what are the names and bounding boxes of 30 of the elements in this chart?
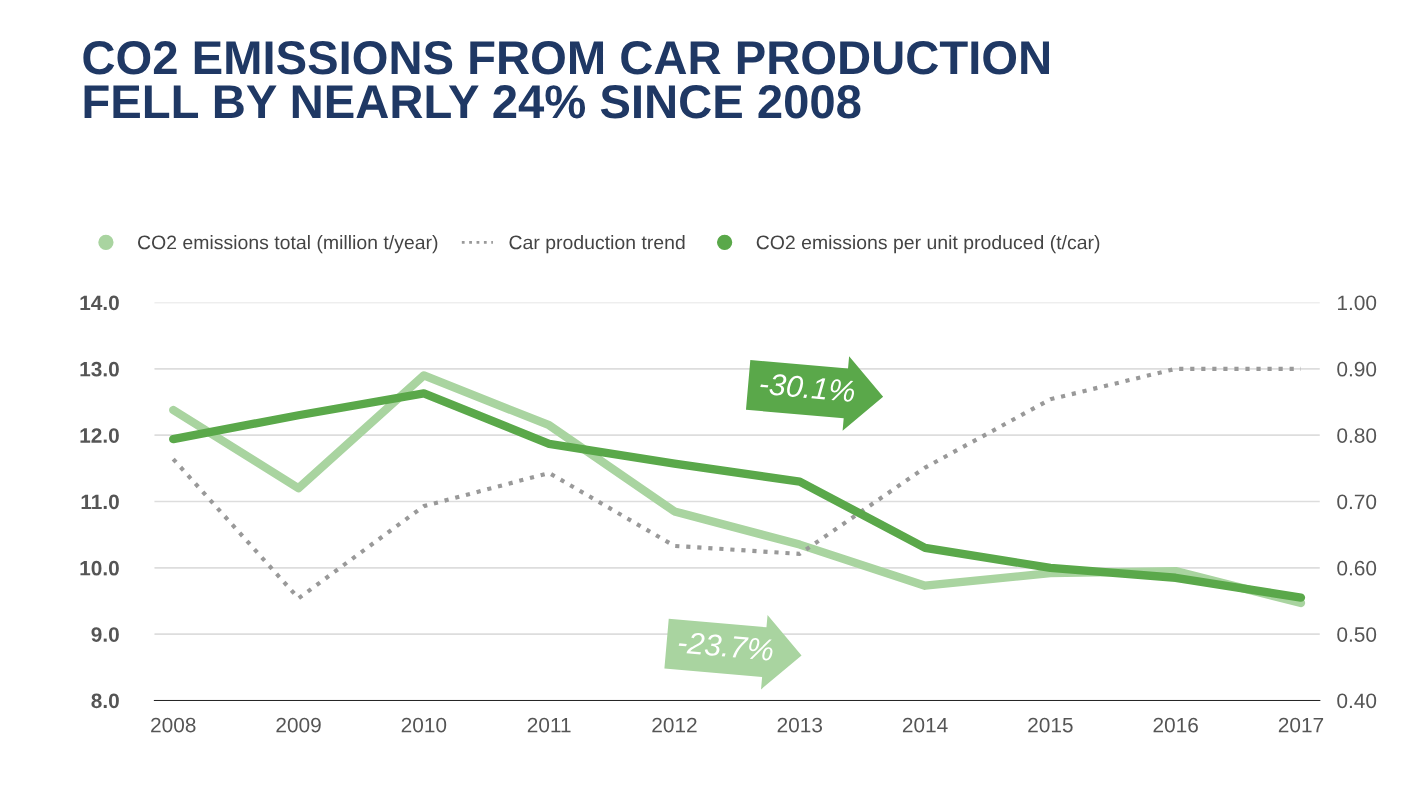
annotation: -30.1% bbox=[759, 372, 856, 403]
legend-label: Car production trend bbox=[509, 235, 685, 254]
y-tick-label: 8.0 bbox=[91, 693, 119, 709]
x-tick-label: 2014 bbox=[902, 717, 948, 733]
x-tick-label: 2013 bbox=[777, 717, 823, 733]
x-tick-label: 2008 bbox=[151, 717, 196, 733]
x-tick-label: 2017 bbox=[1278, 717, 1324, 733]
x-tick-label: 2015 bbox=[1028, 717, 1073, 733]
x-tick-label: 2012 bbox=[652, 717, 697, 733]
y2-tick-label: 0.80 bbox=[1337, 428, 1377, 443]
y2-tick-label: 0.90 bbox=[1337, 361, 1377, 377]
y-tick-label: 10.0 bbox=[80, 560, 119, 576]
legend-label: CO2 emissions per unit produced (t/car) bbox=[756, 235, 1100, 254]
x-tick-label: 2009 bbox=[276, 717, 321, 733]
y2-tick-label: 0.50 bbox=[1337, 627, 1377, 642]
y2-tick-label: 0.40 bbox=[1337, 693, 1377, 709]
y-tick-label: 13.0 bbox=[80, 361, 119, 377]
y-tick-label: 11.0 bbox=[81, 494, 119, 510]
x-tick-label: 2011 bbox=[527, 717, 571, 733]
y-tick-label: 14.0 bbox=[80, 295, 119, 311]
y2-tick-label: 0.70 bbox=[1337, 494, 1377, 510]
annotation: -23.7% bbox=[678, 631, 774, 662]
y2-tick-label: 0.60 bbox=[1337, 560, 1377, 576]
x-tick-label: 2016 bbox=[1153, 717, 1198, 733]
y-tick-label: 9.0 bbox=[91, 627, 119, 642]
y-tick-label: 12.0 bbox=[80, 428, 119, 443]
y2-tick-label: 1.00 bbox=[1338, 295, 1377, 311]
legend-label: CO2 emissions total (million t/year) bbox=[138, 235, 438, 254]
x-tick-label: 2010 bbox=[401, 717, 447, 733]
chart-title: CO2 EMISSIONS FROM CAR PRODUCTION FELL BY NEARLY 24% SINCE 2008 bbox=[83, 41, 1049, 119]
